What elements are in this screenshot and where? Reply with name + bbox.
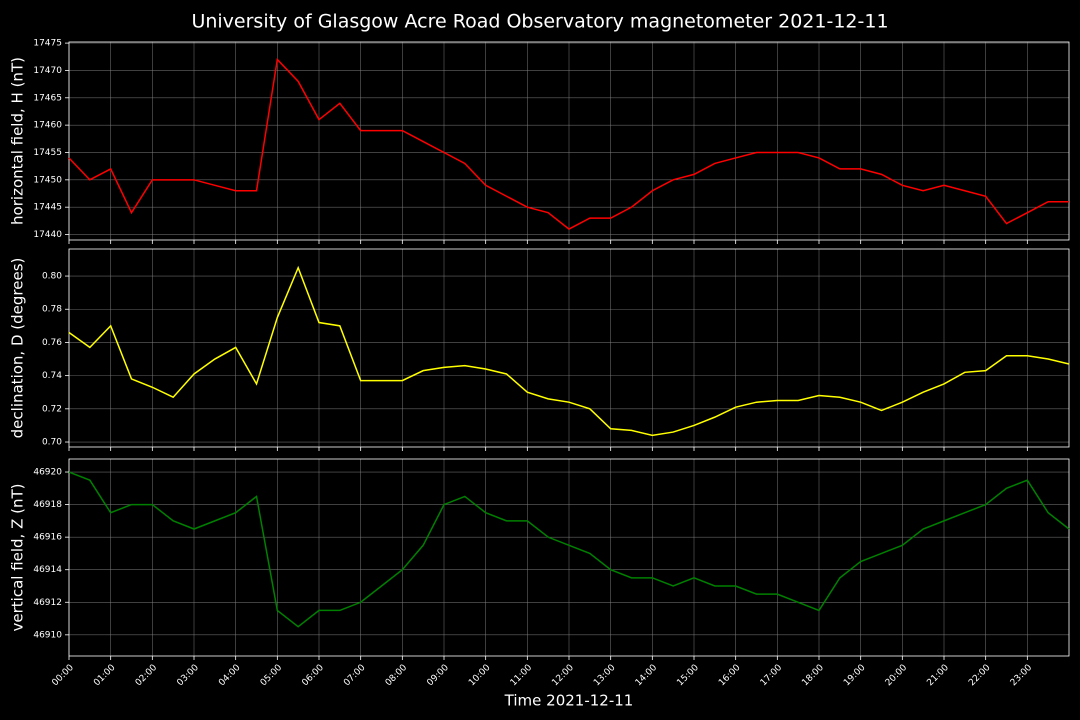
y-tick-label: 0.80	[42, 272, 62, 282]
x-axis-label: Time 2021-12-11	[504, 692, 634, 710]
y-tick-label: 17475	[33, 39, 62, 49]
y-tick-label: 17445	[33, 203, 62, 213]
y-axis-label: horizontal field, H (nT)	[9, 57, 27, 225]
y-tick-label: 46910	[33, 630, 62, 640]
y-tick-label: 0.76	[42, 338, 62, 348]
y-tick-label: 46916	[33, 533, 62, 543]
y-tick-label: 17465	[33, 93, 62, 103]
plot-frame	[68, 41, 1070, 241]
data-line	[68, 57, 1069, 230]
y-tick-label: 0.78	[42, 305, 62, 315]
y-tick-label: 0.74	[42, 371, 62, 381]
y-tick-label: 46914	[33, 565, 62, 575]
figure-title: University of Glasgow Acre Road Observat…	[191, 11, 888, 33]
y-tick-label: 0.72	[42, 404, 62, 414]
data-line	[68, 265, 1070, 437]
y-tick-label: 0.70	[42, 438, 62, 448]
y-axis-label: declination, D (degrees)	[9, 258, 27, 439]
y-tick-label: 46918	[33, 500, 62, 510]
y-tick-label: 17460	[33, 121, 62, 131]
y-tick-label: 46920	[33, 468, 62, 478]
y-tick-label: 17470	[33, 66, 62, 76]
plot-frame	[68, 248, 1070, 448]
data-line	[68, 471, 1070, 628]
y-tick-label: 17440	[33, 230, 62, 240]
plot-frame	[68, 458, 1070, 657]
y-tick-label: 17450	[33, 175, 62, 185]
y-tick-label: 17455	[33, 148, 62, 158]
y-axis-label: vertical field, Z (nT)	[9, 483, 27, 631]
y-tick-label: 46912	[33, 598, 62, 608]
